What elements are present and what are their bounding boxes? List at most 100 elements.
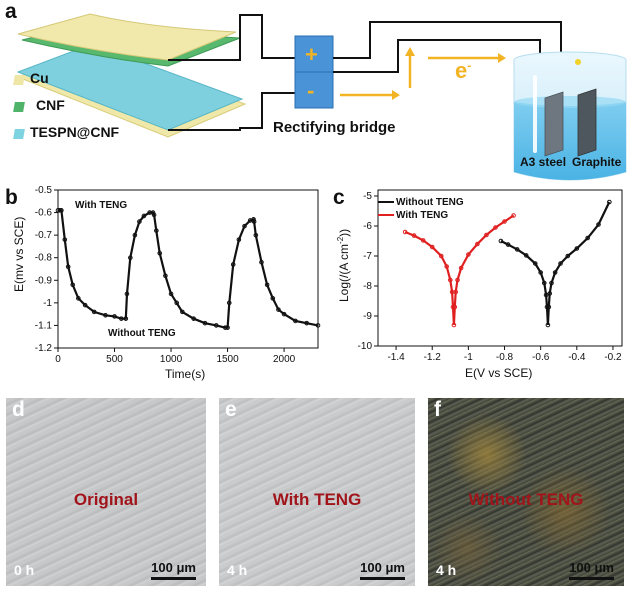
annotation-without-teng: Without TENG (108, 328, 176, 339)
bridge-label: Rectifying bridge (273, 119, 396, 136)
data-point (225, 325, 230, 330)
legend-swatch-tespn (13, 129, 25, 139)
data-point (137, 219, 142, 224)
micrograph-d-time: 0 h (14, 562, 35, 578)
data-point (411, 233, 417, 238)
data-point (502, 219, 507, 224)
data-point (447, 277, 453, 283)
x-tick-label: 1000 (160, 354, 183, 365)
scale-bar-e: 100 μm (360, 560, 405, 580)
data-point (103, 312, 108, 318)
y-tick-label: -1.2 (35, 343, 53, 354)
wire-out-2 (333, 39, 541, 98)
scale-bar-d: 100 μm (151, 560, 196, 580)
y-tick-label: -0.8 (35, 253, 53, 264)
chart-c-ylabel: Log(/(A cm-2)) (336, 228, 351, 302)
micrograph-f: f Without TENG 4 h 100 μm (428, 398, 624, 586)
legend-swatch-cnf (13, 102, 25, 112)
y-tick-label: -7 (363, 251, 372, 262)
electrolyte (514, 102, 626, 180)
data-point (202, 320, 208, 326)
legend-without-teng: Without TENG (378, 197, 464, 208)
data-point (57, 208, 62, 213)
electrode-a3-label: A3 steel (520, 155, 567, 169)
data-point (545, 322, 551, 328)
data-point (444, 264, 449, 269)
a3-steel-electrode (544, 91, 564, 157)
data-point (91, 309, 97, 315)
data-point (466, 252, 471, 257)
micrograph-e-time: 4 h (227, 562, 248, 578)
data-point (458, 265, 464, 271)
data-point (151, 212, 157, 218)
data-point (514, 247, 520, 252)
arrow-right (392, 90, 400, 100)
micrograph-f-time: 4 h (436, 562, 457, 578)
data-point (538, 270, 543, 275)
y-tick-label: -8 (363, 281, 372, 292)
electron-label: e- (455, 58, 472, 83)
electrode-graphite-label: Graphite (572, 155, 622, 169)
data-point (546, 304, 552, 310)
scale-bar-f: 100 μm (569, 560, 614, 580)
data-point (180, 309, 185, 315)
y-tick-label: -0.9 (35, 275, 53, 286)
y-tick-label: -1 (43, 298, 52, 309)
data-point (163, 273, 168, 279)
data-point (574, 246, 580, 251)
wire-out-1 (333, 21, 562, 105)
data-point (276, 307, 281, 312)
data-point (150, 210, 156, 215)
data-point (174, 300, 179, 306)
data-point (558, 261, 563, 266)
panel-b-label: b (5, 186, 18, 209)
chart-b-xlabel: Time(s) (165, 367, 206, 381)
y-tick-label: -5 (363, 191, 372, 202)
data-point (230, 262, 236, 267)
data-point (157, 250, 163, 256)
series-line-0 (500, 201, 611, 326)
data-point (585, 235, 590, 241)
panel-a-label: a (5, 0, 17, 23)
data-point (565, 253, 571, 259)
data-point (119, 316, 124, 321)
arrow-electron (498, 53, 506, 63)
x-tick-label: -1 (464, 352, 473, 363)
x-tick-label: 2000 (273, 354, 296, 365)
data-point (123, 316, 129, 321)
data-point (475, 241, 480, 247)
data-point (191, 316, 196, 321)
data-point (259, 259, 264, 265)
x-tick-label: -1.2 (424, 352, 442, 363)
data-point (451, 322, 457, 328)
x-tick-label: 500 (106, 354, 123, 365)
data-point (264, 282, 270, 288)
y-tick-label: -1.1 (35, 320, 53, 331)
tespn-layer (16, 43, 244, 131)
panel-d-label: d (12, 398, 25, 421)
data-point (607, 199, 612, 205)
data-point (552, 270, 558, 275)
micrograph-f-caption: Without TENG (468, 490, 584, 509)
bridge-minus: - (307, 78, 315, 103)
micrograph-d: d Original 0 h 100 μm (6, 398, 206, 586)
x-tick-label: -0.6 (532, 352, 550, 363)
data-point (455, 277, 460, 283)
y-tick-label: -0.7 (35, 230, 53, 241)
data-point (223, 325, 228, 330)
data-point (547, 291, 553, 296)
data-point (493, 225, 498, 230)
x-tick-label: 0 (55, 354, 61, 365)
data-point (70, 282, 75, 288)
panel-f-label: f (434, 398, 441, 421)
micrograph-d-caption: Original (73, 490, 139, 509)
data-point (438, 253, 444, 259)
wire-top (168, 14, 295, 61)
data-point (251, 217, 256, 222)
data-point (59, 208, 64, 213)
data-point (82, 302, 88, 308)
data-point (304, 320, 309, 326)
x-tick-label: -1.4 (387, 352, 405, 363)
data-point (132, 232, 138, 238)
